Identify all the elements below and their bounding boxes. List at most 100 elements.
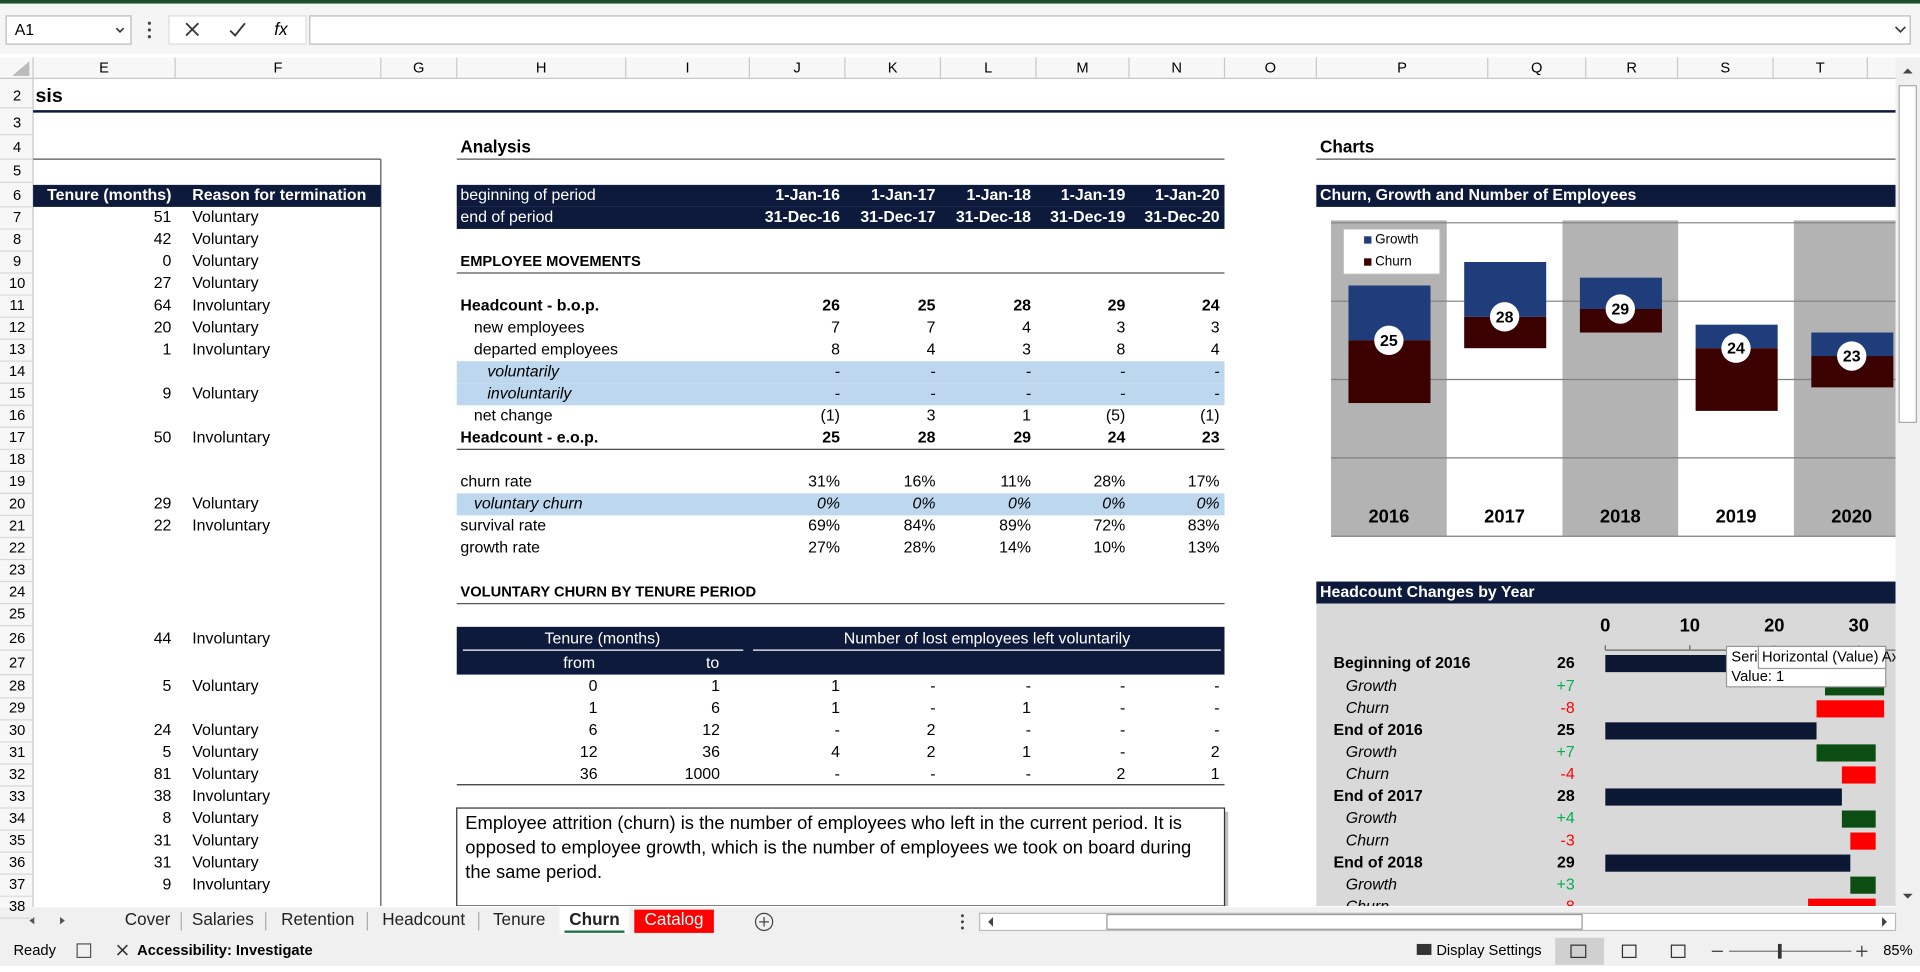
column-header[interactable]: S: [1720, 60, 1730, 76]
row-header[interactable]: 30: [9, 723, 25, 739]
column-header[interactable]: N: [1171, 60, 1182, 76]
row-header[interactable]: 27: [9, 655, 25, 671]
display-settings[interactable]: Display Settings: [1436, 943, 1541, 959]
value-cell: -: [1214, 700, 1219, 717]
to-cell: 1000: [685, 766, 721, 783]
row-header[interactable]: 23: [9, 562, 25, 578]
column-header[interactable]: L: [984, 60, 992, 76]
row-header[interactable]: 8: [13, 232, 21, 248]
row-header[interactable]: 32: [9, 767, 25, 783]
add-sheet[interactable]: [754, 912, 774, 932]
row-header[interactable]: 38: [9, 899, 25, 915]
value-cell: -: [835, 722, 840, 739]
row-header[interactable]: 17: [9, 430, 25, 446]
page-break-icon[interactable]: [1670, 944, 1686, 959]
sheet-tab[interactable]: Churn: [569, 909, 619, 929]
expand-icon[interactable]: [1894, 26, 1906, 33]
row-header[interactable]: 21: [9, 518, 25, 534]
column-header[interactable]: M: [1076, 60, 1088, 76]
category-label: Growth: [1346, 744, 1397, 761]
row-header[interactable]: 13: [9, 342, 25, 358]
more-icon[interactable]: [147, 21, 151, 25]
row-header[interactable]: 33: [9, 789, 25, 805]
row-header[interactable]: 3: [13, 116, 21, 132]
dropdown-icon[interactable]: [115, 27, 125, 33]
row-header[interactable]: 11: [10, 298, 25, 314]
page-layout-icon[interactable]: [1621, 944, 1637, 959]
value-cell: -: [1026, 363, 1031, 380]
column-header[interactable]: O: [1265, 60, 1276, 76]
column-header[interactable]: T: [1816, 60, 1825, 76]
row-header[interactable]: 5: [13, 163, 21, 179]
row-header[interactable]: 36: [9, 855, 25, 871]
value-cell: -: [835, 363, 840, 380]
row-header[interactable]: 28: [9, 679, 25, 695]
sheet-tab[interactable]: Cover: [125, 909, 171, 929]
row-header[interactable]: 7: [13, 210, 21, 226]
row-header[interactable]: 9: [13, 254, 21, 270]
row-header[interactable]: 24: [9, 584, 25, 600]
normal-view-selected[interactable]: [1555, 937, 1605, 965]
row-header[interactable]: 16: [9, 408, 25, 424]
macro-icon[interactable]: [76, 943, 92, 959]
row-header[interactable]: 37: [9, 877, 25, 893]
sheet-tab[interactable]: Headcount: [382, 909, 465, 929]
column-header[interactable]: Q: [1531, 60, 1542, 76]
column-header[interactable]: E: [99, 60, 109, 76]
row-header[interactable]: 22: [9, 540, 25, 556]
zoom-level[interactable]: 85%: [1883, 943, 1912, 959]
row-header[interactable]: 31: [9, 745, 25, 761]
value-cell: 31-Dec-17: [860, 209, 935, 226]
row-header[interactable]: 26: [9, 631, 25, 647]
accessibility-icon[interactable]: [116, 944, 128, 956]
column-header[interactable]: G: [413, 60, 424, 76]
column-header[interactable]: R: [1626, 60, 1637, 76]
display-icon[interactable]: [1416, 943, 1432, 955]
row-header[interactable]: 20: [9, 496, 25, 512]
value-cell: 0%: [1102, 496, 1125, 513]
chart-title-band: [1316, 184, 1896, 207]
row-header[interactable]: 29: [9, 701, 25, 717]
tooltip-value: Value: 1: [1731, 669, 1784, 685]
scroll-thumb[interactable]: [1898, 85, 1917, 423]
cancel-icon[interactable]: [185, 22, 200, 37]
zoom-in[interactable]: [1856, 945, 1868, 957]
row-header[interactable]: 18: [9, 452, 25, 468]
sheet-tab[interactable]: Tenure: [493, 909, 545, 929]
row-label: end of period: [460, 209, 553, 226]
column-header[interactable]: P: [1397, 60, 1407, 76]
row-header[interactable]: 6: [13, 188, 21, 204]
row-label: EMPLOYEE MOVEMENTS: [460, 254, 641, 270]
row-header[interactable]: 34: [9, 811, 25, 827]
accessibility-status[interactable]: Accessibility: Investigate: [137, 943, 313, 959]
enter-icon[interactable]: [229, 22, 246, 37]
row-label: growth rate: [460, 540, 540, 557]
zoom-thumb[interactable]: [1777, 943, 1782, 959]
row-header[interactable]: 10: [9, 276, 25, 292]
row-header[interactable]: 19: [9, 474, 25, 490]
value-cell: 28%: [1093, 474, 1125, 491]
colored-tab[interactable]: [634, 909, 714, 933]
function-icon[interactable]: fx: [274, 19, 289, 39]
column-header[interactable]: H: [536, 60, 547, 76]
row-header[interactable]: 15: [9, 386, 25, 402]
column-header[interactable]: I: [686, 60, 690, 76]
formula-input[interactable]: [309, 15, 1911, 45]
column-header[interactable]: J: [793, 60, 800, 76]
column-header[interactable]: F: [273, 60, 282, 76]
row-header[interactable]: 12: [9, 320, 25, 336]
value-cell: 72%: [1093, 518, 1125, 535]
row-header[interactable]: 35: [9, 833, 25, 849]
row-header[interactable]: 2: [13, 89, 21, 105]
row-header[interactable]: 14: [9, 364, 25, 380]
sheet-tab[interactable]: Retention: [281, 909, 354, 929]
row-header[interactable]: 25: [9, 606, 25, 622]
name-box[interactable]: [5, 15, 132, 45]
sheet-tab[interactable]: Salaries: [192, 909, 254, 929]
scroll-thumb[interactable]: [1106, 913, 1583, 930]
sheet-tab[interactable]: Catalog: [645, 909, 704, 929]
name-box-text: A1: [15, 22, 35, 39]
row-header[interactable]: 4: [13, 140, 21, 156]
column-header[interactable]: K: [888, 60, 898, 76]
active-tab[interactable]: [559, 907, 630, 935]
